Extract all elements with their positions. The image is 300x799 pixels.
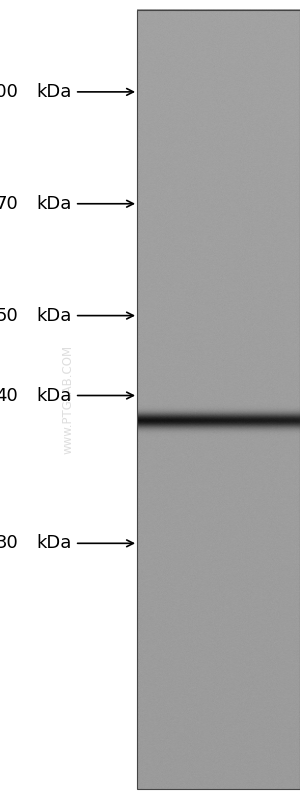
Text: 100: 100 bbox=[0, 83, 18, 101]
Text: kDa: kDa bbox=[37, 307, 134, 324]
Text: kDa: kDa bbox=[37, 83, 134, 101]
Text: 50: 50 bbox=[0, 307, 18, 324]
Text: kDa: kDa bbox=[37, 195, 134, 213]
Text: kDa: kDa bbox=[37, 535, 134, 552]
Text: www.PTGLAB.COM: www.PTGLAB.COM bbox=[61, 345, 74, 454]
Text: 40: 40 bbox=[0, 387, 18, 404]
Bar bbox=[136, 10, 300, 789]
Text: 30: 30 bbox=[0, 535, 18, 552]
Text: kDa: kDa bbox=[37, 387, 134, 404]
Text: 70: 70 bbox=[0, 195, 18, 213]
